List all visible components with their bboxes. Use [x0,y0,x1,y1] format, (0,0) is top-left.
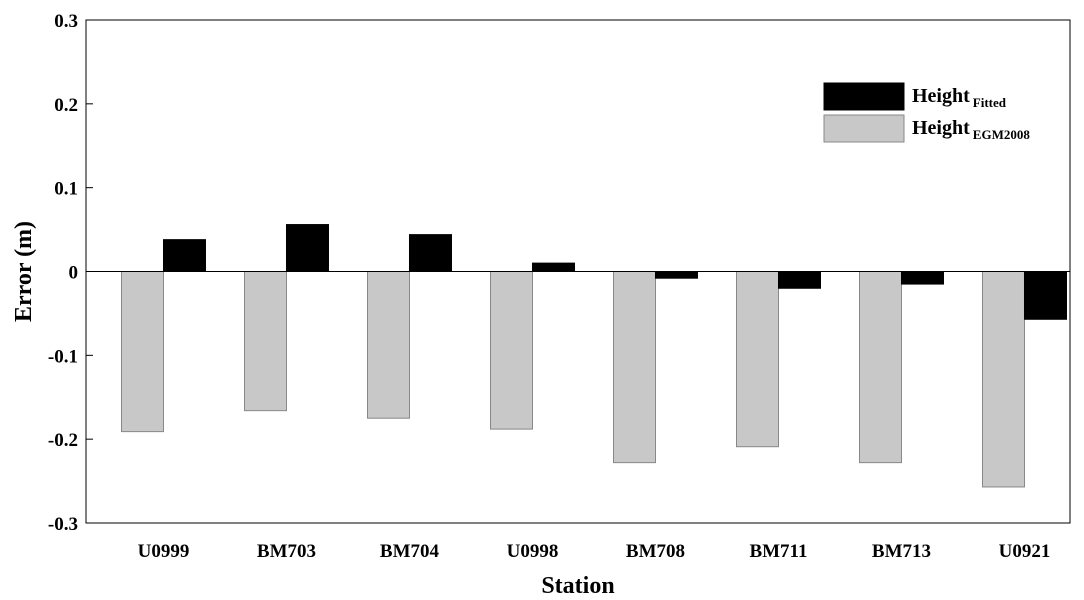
bar-fitted-bm704 [408,234,452,272]
bar-fitted-u0998 [531,262,575,273]
x-axis-title: Station [541,573,614,599]
legend: Height Fitted Height EGM2008 [823,82,1030,143]
y-tick-label: 0.2 [54,95,78,116]
y-tick-label: 0.1 [54,179,78,200]
x-tick-label: U0921 [999,541,1051,562]
bar-egm2008-u0999 [120,271,164,433]
y-tick-label: -0.2 [48,430,78,451]
y-axis-title: Error (m) [11,221,37,322]
bar-egm2008-u0998 [489,271,533,430]
legend-swatch [823,82,905,111]
bar-fitted-bm713 [900,271,944,285]
x-tick-label: BM708 [626,541,685,562]
legend-label: Height EGM2008 [912,117,1030,142]
bar-fitted-bm708 [654,271,698,279]
bar-egm2008-bm704 [366,271,410,419]
x-tick-label: U0998 [507,541,559,562]
x-tick-label: BM713 [872,541,931,562]
y-tick-label: 0 [69,263,79,284]
x-tick-label: BM711 [749,541,807,562]
bar-egm2008-bm713 [858,271,902,464]
bar-egm2008-bm711 [735,271,779,448]
x-tick-label: U0999 [138,541,190,562]
legend-swatch [823,114,905,143]
bar-egm2008-bm703 [243,271,287,412]
legend-label: Height Fitted [912,85,1007,110]
x-tick-label: BM703 [257,541,316,562]
x-axis-tick-labels: U0999 BM703 BM704 U0998 BM708 BM711 BM713 U0921 [138,541,1051,562]
bar-fitted-u0999 [162,239,206,272]
bars [120,224,1067,488]
bar-fitted-u0921 [1023,271,1067,320]
y-tick-label: 0.3 [54,11,78,32]
plot-frame [85,19,1071,524]
bar-fitted-bm703 [285,224,329,272]
bar-egm2008-u0921 [981,271,1025,488]
y-tick-label: -0.1 [48,346,78,367]
x-tick-label: BM704 [380,541,440,562]
y-axis-ticks: -0.3 -0.2 -0.1 0 0.1 0.2 0.3 [48,11,93,535]
bar-fitted-bm711 [777,271,821,289]
y-tick-label: -0.3 [48,514,78,535]
bar-egm2008-bm708 [612,271,656,464]
